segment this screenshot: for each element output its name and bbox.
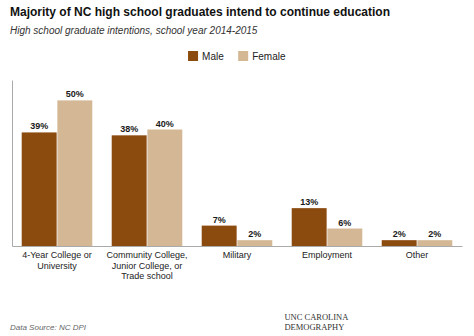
x-tick: Military xyxy=(223,246,252,260)
data-label: 6% xyxy=(338,218,351,228)
data-label: 40% xyxy=(156,119,174,129)
y-axis-line xyxy=(12,81,13,247)
data-label: 2% xyxy=(393,229,406,239)
bar xyxy=(202,226,237,246)
x-tick-label: Community College,Junior College, orTrad… xyxy=(106,250,187,281)
annotation: UNC CAROLINADEMOGRAPHY xyxy=(284,312,349,332)
chart: Majority of NC high school graduates int… xyxy=(0,0,474,336)
x-tick-label: Other xyxy=(406,250,429,260)
data-label: 2% xyxy=(428,229,441,239)
bar xyxy=(292,208,327,246)
data-label: 38% xyxy=(120,124,138,134)
plot: 39% 38% 7% 13% 2% 50% 40% 2% 6% 2% 4-Year College … xyxy=(13,81,463,282)
title: Majority of NC high school graduates int… xyxy=(10,5,390,19)
bars xyxy=(22,100,453,246)
legend-swatch xyxy=(238,51,248,61)
data-label: 39% xyxy=(30,121,48,131)
bar xyxy=(417,240,452,246)
subtitle: High school graduate intentions, school … xyxy=(10,25,258,36)
x-tick: Other xyxy=(406,246,429,260)
x-axis-line xyxy=(13,246,463,247)
bar xyxy=(112,135,147,246)
x-tick: Community College,Junior College, orTrad… xyxy=(106,246,187,281)
bar xyxy=(22,132,57,246)
y-axis xyxy=(12,81,13,247)
data-labels: 39% 38% 7% 13% 2% 50% 40% 2% 6% 2% xyxy=(30,89,441,239)
bar xyxy=(147,130,182,246)
x-tick: 4-Year College orUniversity xyxy=(22,246,92,271)
bar xyxy=(237,240,272,246)
legend-item: Female xyxy=(238,51,286,62)
data-label: 13% xyxy=(300,197,318,207)
series xyxy=(57,100,452,246)
bar xyxy=(57,100,92,246)
x-tick: Employment xyxy=(302,246,353,260)
annotation: Data Source: NC DPI xyxy=(10,323,87,332)
legend-item: Male xyxy=(188,51,224,62)
x-tick-label: 4-Year College orUniversity xyxy=(22,250,92,270)
data-label: 2% xyxy=(248,229,261,239)
x-axis: 4-Year College orUniversity Community Col… xyxy=(13,246,463,281)
legend-swatch xyxy=(188,51,198,61)
legend-label: Female xyxy=(252,51,286,62)
data-label: 7% xyxy=(213,215,226,225)
bar xyxy=(327,229,362,246)
data-label: 50% xyxy=(66,89,84,99)
legend-label: Male xyxy=(202,51,224,62)
bar xyxy=(382,240,417,246)
x-tick-label: Employment xyxy=(302,250,353,260)
x-tick-label: Military xyxy=(223,250,252,260)
legend: Male Female xyxy=(188,51,286,62)
